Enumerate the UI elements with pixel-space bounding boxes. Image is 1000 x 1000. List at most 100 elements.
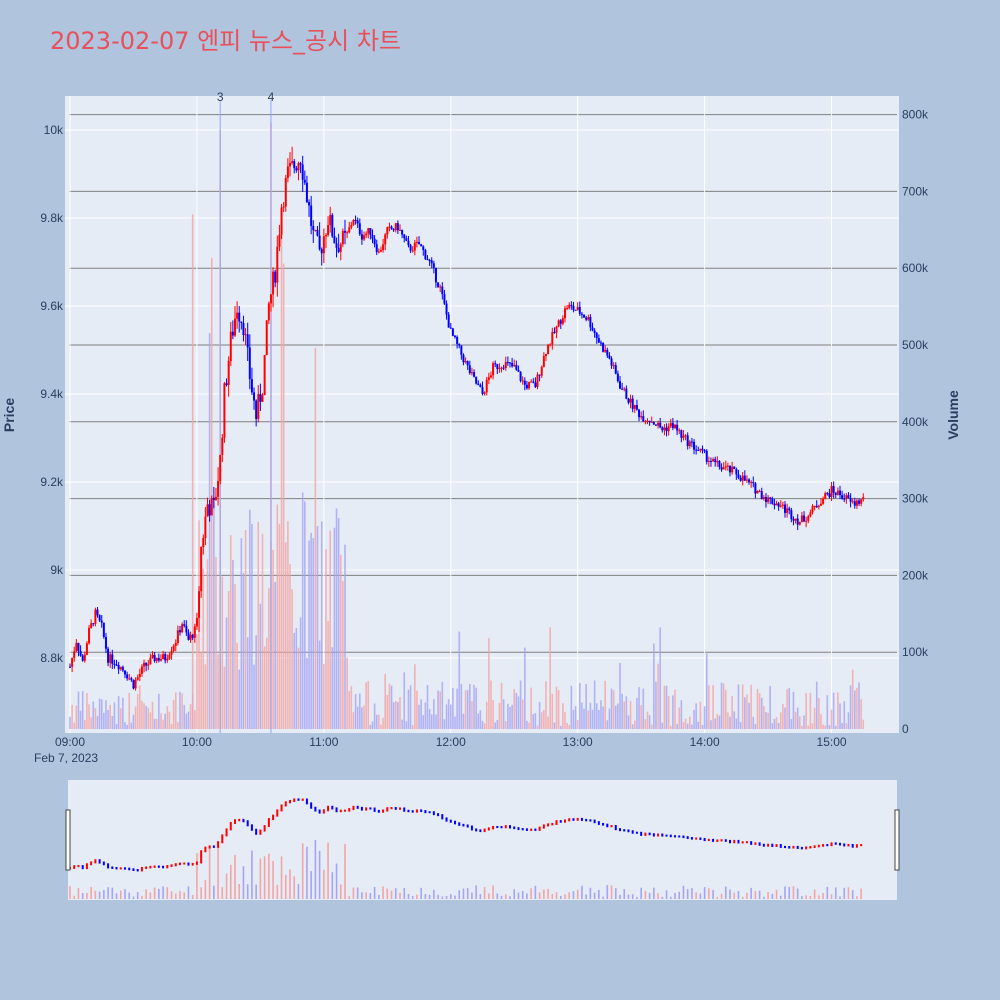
candle-body bbox=[750, 482, 753, 484]
slider-volume-bar bbox=[221, 887, 224, 899]
volume-bar bbox=[458, 631, 461, 729]
slider-volume-bar bbox=[576, 889, 579, 899]
slider-candle bbox=[166, 865, 169, 869]
volume-bar bbox=[378, 714, 380, 729]
candle-body bbox=[263, 355, 266, 396]
volume-bar bbox=[399, 696, 401, 729]
slider-volume-bar bbox=[779, 895, 782, 899]
candle-body bbox=[625, 388, 628, 399]
candle-body bbox=[652, 421, 655, 425]
slider-volume-bar bbox=[551, 894, 554, 899]
candle-body bbox=[257, 394, 260, 419]
candle-body bbox=[841, 495, 844, 499]
slider-volume-bar bbox=[826, 886, 829, 899]
slider-candle bbox=[716, 839, 719, 842]
slider-volume-bar bbox=[306, 846, 308, 899]
slider-volume-bar bbox=[509, 896, 511, 899]
volume-bar bbox=[363, 705, 365, 729]
candle-body bbox=[629, 398, 632, 403]
volume-bar bbox=[249, 509, 251, 729]
candle-body bbox=[187, 632, 190, 640]
volume-bar bbox=[818, 698, 820, 729]
candle-body bbox=[536, 374, 539, 387]
candle-body bbox=[189, 634, 192, 640]
volume-bar bbox=[261, 533, 264, 729]
slider-volume-bar bbox=[640, 887, 642, 899]
candle-body bbox=[221, 437, 224, 455]
candle-body bbox=[200, 547, 203, 592]
candle-body bbox=[151, 655, 154, 658]
volume-bar bbox=[71, 704, 73, 729]
slider-volume-bar bbox=[559, 895, 562, 899]
range-slider-right-handle[interactable] bbox=[894, 809, 900, 871]
date-label: Feb 7, 2023 bbox=[34, 751, 98, 765]
slider-candle bbox=[492, 825, 495, 830]
candle-body bbox=[350, 225, 353, 228]
candle-body bbox=[464, 361, 467, 363]
slider-candle bbox=[179, 862, 181, 866]
slider-candle bbox=[830, 842, 833, 847]
slider-candle bbox=[174, 863, 177, 867]
candle-body bbox=[335, 243, 338, 248]
candle-body bbox=[363, 235, 366, 240]
volume-bar bbox=[511, 704, 513, 729]
slider-volume-bar bbox=[661, 896, 664, 899]
candle-body bbox=[619, 381, 621, 389]
volume-bar bbox=[168, 711, 171, 729]
slider-candle bbox=[606, 823, 609, 828]
candle-body bbox=[88, 627, 91, 644]
volume-bar bbox=[401, 719, 403, 729]
volume-bar bbox=[170, 724, 173, 729]
candle-body bbox=[468, 365, 471, 374]
candle-body bbox=[589, 317, 592, 328]
slider-volume-bar bbox=[483, 886, 486, 899]
volume-bar bbox=[287, 521, 289, 729]
time-tick-label: 15:00 bbox=[817, 735, 847, 749]
candle-body bbox=[809, 512, 812, 517]
range-slider[interactable] bbox=[68, 780, 897, 900]
volume-bar bbox=[650, 724, 653, 729]
volume-bar bbox=[708, 685, 710, 729]
slider-volume-bar bbox=[111, 887, 114, 899]
volume-bar bbox=[788, 688, 791, 729]
slider-candle bbox=[686, 836, 689, 840]
slider-volume-bar bbox=[644, 890, 647, 899]
volume-bar bbox=[551, 693, 554, 729]
slider-volume-bar bbox=[217, 847, 219, 899]
candle-body bbox=[530, 381, 533, 383]
slider-candle bbox=[322, 809, 325, 814]
volume-bar bbox=[727, 712, 729, 729]
candle-body bbox=[339, 244, 342, 252]
candle-body bbox=[623, 388, 626, 390]
candle-body bbox=[745, 479, 748, 481]
volume-bar bbox=[718, 715, 721, 729]
candle-body bbox=[128, 678, 131, 680]
slider-candle bbox=[517, 827, 520, 831]
volume-bar bbox=[346, 657, 348, 729]
slider-candle bbox=[352, 805, 355, 811]
slider-candle bbox=[124, 867, 126, 870]
slider-volume-bar bbox=[428, 894, 431, 899]
volume-bar bbox=[124, 722, 126, 729]
slider-volume-bar bbox=[335, 863, 338, 899]
candle-body bbox=[333, 236, 336, 244]
range-slider-left-handle[interactable] bbox=[65, 809, 71, 871]
candle-body bbox=[130, 678, 133, 680]
slider-volume-bar bbox=[623, 889, 626, 899]
candle-body bbox=[299, 163, 302, 165]
volume-bar bbox=[94, 708, 97, 729]
volume-bar bbox=[367, 681, 370, 729]
slider-volume-bar bbox=[564, 894, 566, 899]
volume-bar bbox=[754, 723, 757, 729]
volume-bar bbox=[515, 692, 518, 729]
volume-bar bbox=[689, 716, 691, 729]
candle-body bbox=[638, 409, 641, 418]
slider-candle bbox=[547, 823, 550, 827]
volume-bar bbox=[452, 688, 454, 729]
volume-bar bbox=[765, 712, 767, 729]
volume-bar bbox=[513, 688, 516, 729]
slider-candle bbox=[424, 810, 427, 814]
volume-bar bbox=[73, 722, 76, 729]
slider-candle bbox=[593, 819, 596, 824]
